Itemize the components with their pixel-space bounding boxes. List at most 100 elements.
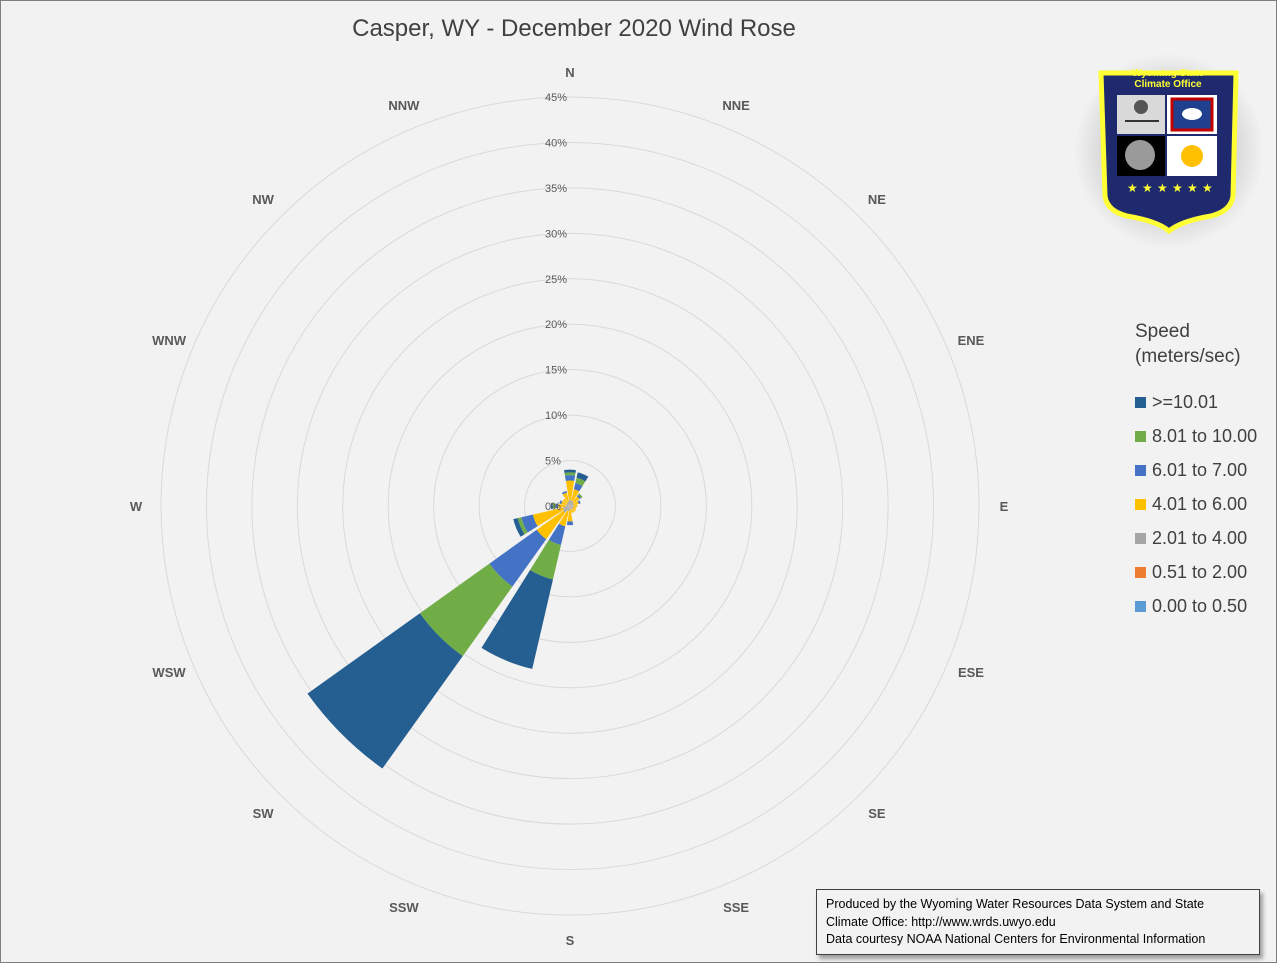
petal-w [565, 505, 570, 507]
legend-label: 0.51 to 2.00 [1152, 561, 1248, 582]
direction-label-nne: NNE [722, 98, 750, 113]
credits-line: Data courtesy NOAA National Centers for … [826, 932, 1206, 946]
direction-label-ssw: SSW [389, 900, 419, 915]
petal-ne [570, 505, 571, 506]
direction-label-ne: NE [868, 192, 886, 207]
petal-se [572, 508, 576, 512]
petal-ne [577, 493, 583, 499]
petal-nne [576, 472, 589, 482]
direction-label-w: W [130, 499, 143, 514]
direction-label-nw: NW [252, 192, 274, 207]
petal-e [570, 505, 574, 507]
legend-item: 0.00 to 0.50 [1135, 589, 1275, 623]
direction-label-wsw: WSW [152, 665, 186, 680]
direction-label-e: E [1000, 499, 1009, 514]
legend-item: >=10.01 [1135, 385, 1275, 419]
petal-wsw [562, 506, 570, 510]
legend-label: 4.01 to 6.00 [1152, 493, 1248, 514]
direction-label-ene: ENE [958, 333, 985, 348]
petal-ese [570, 506, 574, 508]
grid-circle [160, 96, 980, 916]
petal-nnw [567, 501, 570, 506]
grid-circle [251, 187, 889, 825]
grid-circle [478, 414, 662, 598]
radial-tick-label: 0% [545, 501, 561, 513]
petal-n [564, 469, 576, 473]
radial-tick-label: 20% [545, 319, 567, 331]
petal-se [570, 506, 573, 509]
svg-text:★: ★ [1157, 181, 1168, 195]
petal-wsw [513, 518, 525, 537]
direction-label-sw: SW [253, 806, 275, 821]
wyoming-state-climate-office-logo: Wyoming State Climate Office ★ ★ ★ ★ ★ ★ [1074, 53, 1261, 249]
legend-swatch [1135, 464, 1146, 476]
legend-swatch [1135, 532, 1146, 544]
petal-ssw [567, 506, 570, 512]
radial-tick-label: 15% [545, 365, 567, 377]
legend-swatch [1135, 498, 1146, 510]
petal-s [569, 506, 571, 510]
legend-title-line: (meters/sec) [1135, 346, 1241, 367]
direction-label-n: N [565, 65, 574, 80]
grid-circle [342, 278, 798, 734]
direction-label-wnw: WNW [152, 333, 187, 348]
petal-nw [567, 503, 570, 506]
petal-ssw [558, 510, 569, 527]
direction-label-ese: ESE [958, 665, 984, 680]
petal-s [566, 521, 574, 526]
petal-nw [562, 498, 568, 504]
petal-sw [563, 506, 570, 513]
svg-text:★: ★ [1172, 181, 1183, 195]
petal-nne [570, 500, 573, 506]
legend-swatch [1135, 396, 1146, 408]
legend-title: Speed (meters/sec) [1135, 319, 1275, 369]
radial-tick-label: 40% [545, 137, 567, 149]
legend-item: 0.51 to 2.00 [1135, 555, 1275, 589]
legend-label: 6.01 to 7.00 [1152, 459, 1248, 480]
petal-ene [570, 504, 574, 506]
grid-circle [433, 369, 707, 643]
credits-line: Climate Office: http://www.wrds.uwyo.edu [826, 914, 1056, 929]
petal-w [550, 502, 553, 510]
grid-circle [387, 323, 753, 689]
legend-label: 8.01 to 10.00 [1152, 425, 1258, 446]
petal-nne [571, 489, 580, 502]
petal-sw [569, 506, 570, 507]
petal-nnw [561, 490, 567, 495]
petal-sw [489, 529, 547, 587]
grid-circle [205, 141, 935, 871]
petal-n [565, 480, 575, 500]
petal-n [564, 472, 576, 476]
legend-swatch [1135, 566, 1146, 578]
direction-label-sse: SSE [723, 900, 749, 915]
petal-nnw [562, 492, 569, 503]
legend-title-line: Speed [1135, 321, 1190, 342]
grid-circle [296, 232, 844, 780]
petal-nw [569, 505, 570, 506]
petal-ssw [548, 523, 566, 545]
legend-item: 2.01 to 4.00 [1135, 521, 1275, 555]
credits-box: Produced by the Wyoming Water Resources … [816, 889, 1260, 955]
petal-sw [536, 510, 566, 540]
chart-title: Casper, WY - December 2020 Wind Rose [352, 15, 796, 42]
petal-sw [419, 563, 513, 657]
petal-w [555, 503, 559, 509]
petal-wsw [521, 514, 538, 533]
petal-nne [575, 477, 586, 486]
petal-w [558, 504, 566, 508]
petal-wsw [517, 517, 528, 535]
petal-wnw [559, 500, 563, 504]
direction-label-nnw: NNW [388, 98, 420, 113]
petal-ne [570, 502, 574, 506]
petal-ene [573, 501, 579, 506]
petal-ne [572, 496, 580, 504]
petal-e [573, 504, 578, 508]
petal-se [570, 506, 571, 507]
svg-text:★: ★ [1187, 181, 1198, 195]
petal-ssw [530, 539, 561, 580]
petal-ssw [481, 570, 553, 669]
petal-ese [573, 506, 577, 510]
direction-label-s: S [566, 933, 575, 948]
credits-line: Produced by the Wyoming Water Resources … [826, 897, 1205, 911]
